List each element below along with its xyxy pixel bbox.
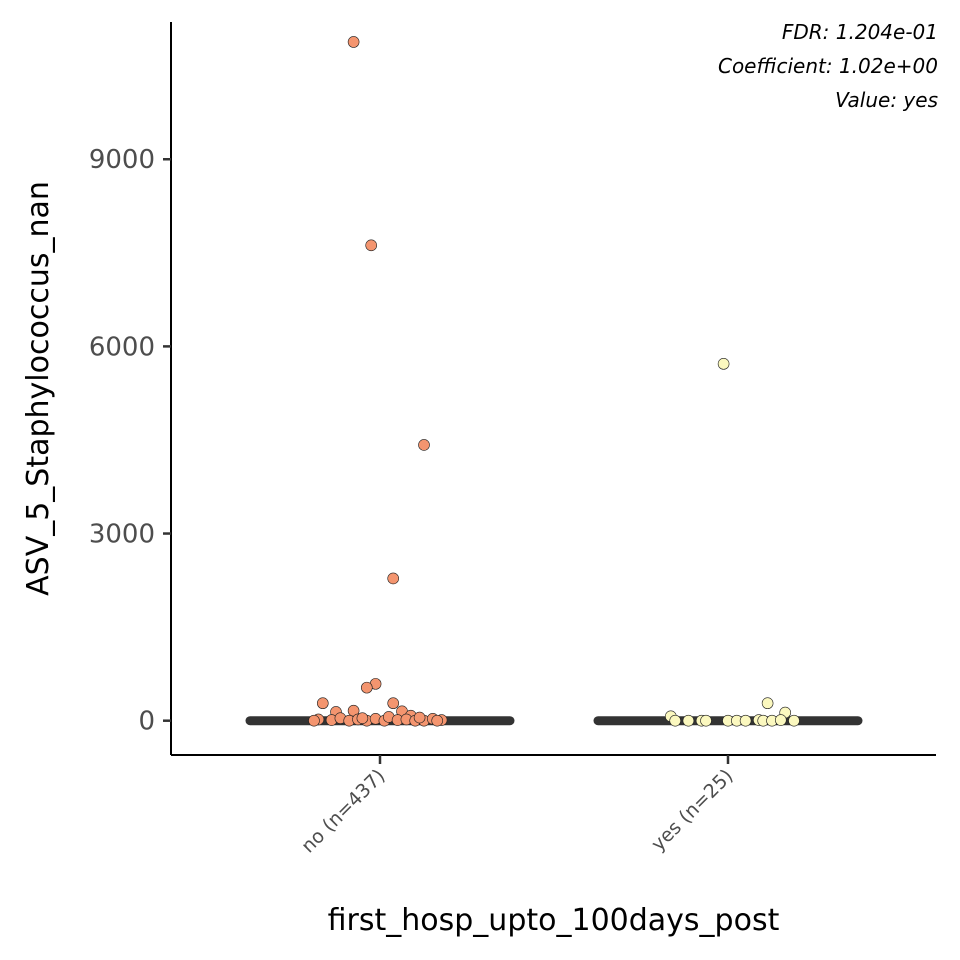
data-point: [717, 358, 730, 370]
x-ticks: no (n=437) yes (n=25): [297, 755, 738, 857]
data-point: [316, 697, 329, 710]
x-tick-label: no (n=437): [297, 765, 389, 857]
data-point: [431, 714, 444, 727]
data-point: [700, 714, 712, 727]
annotation-text: FDR: 1.204e-01: [782, 20, 938, 44]
annotations: FDR: 1.204e-01 Coefficient: 1.02e+00 Value…: [718, 20, 938, 112]
annotation-text: Coefficient: 1.02e+00: [718, 54, 938, 78]
data-point: [761, 697, 774, 710]
data-point: [360, 681, 373, 694]
y-tick-label: 3000: [89, 520, 155, 550]
data-point: [788, 714, 800, 727]
data-point: [356, 712, 369, 724]
data-point: [682, 714, 695, 727]
data-point: [387, 697, 400, 710]
x-axis-title: first_hosp_upto_100days_post: [328, 903, 780, 938]
data-point: [365, 239, 378, 252]
y-tick-label: 0: [138, 707, 155, 737]
y-tick-label: 9000: [89, 145, 155, 175]
data-point: [308, 714, 320, 727]
y-tick-label: 6000: [89, 332, 155, 362]
points-layer: [308, 36, 800, 727]
y-ticks: 0 3000 6000 9000: [89, 145, 171, 737]
data-point: [739, 714, 752, 727]
y-axis-title: ASV_5_Staphylococcus_nan: [21, 181, 56, 596]
data-point: [774, 714, 787, 726]
data-point: [669, 714, 682, 727]
data-point: [418, 439, 430, 451]
x-tick-label: yes (n=25): [647, 765, 737, 855]
axes-layer: [170, 22, 936, 756]
data-point: [347, 36, 360, 48]
data-point: [387, 572, 400, 585]
annotation-text: Value: yes: [835, 88, 938, 112]
data-point: [413, 711, 426, 724]
